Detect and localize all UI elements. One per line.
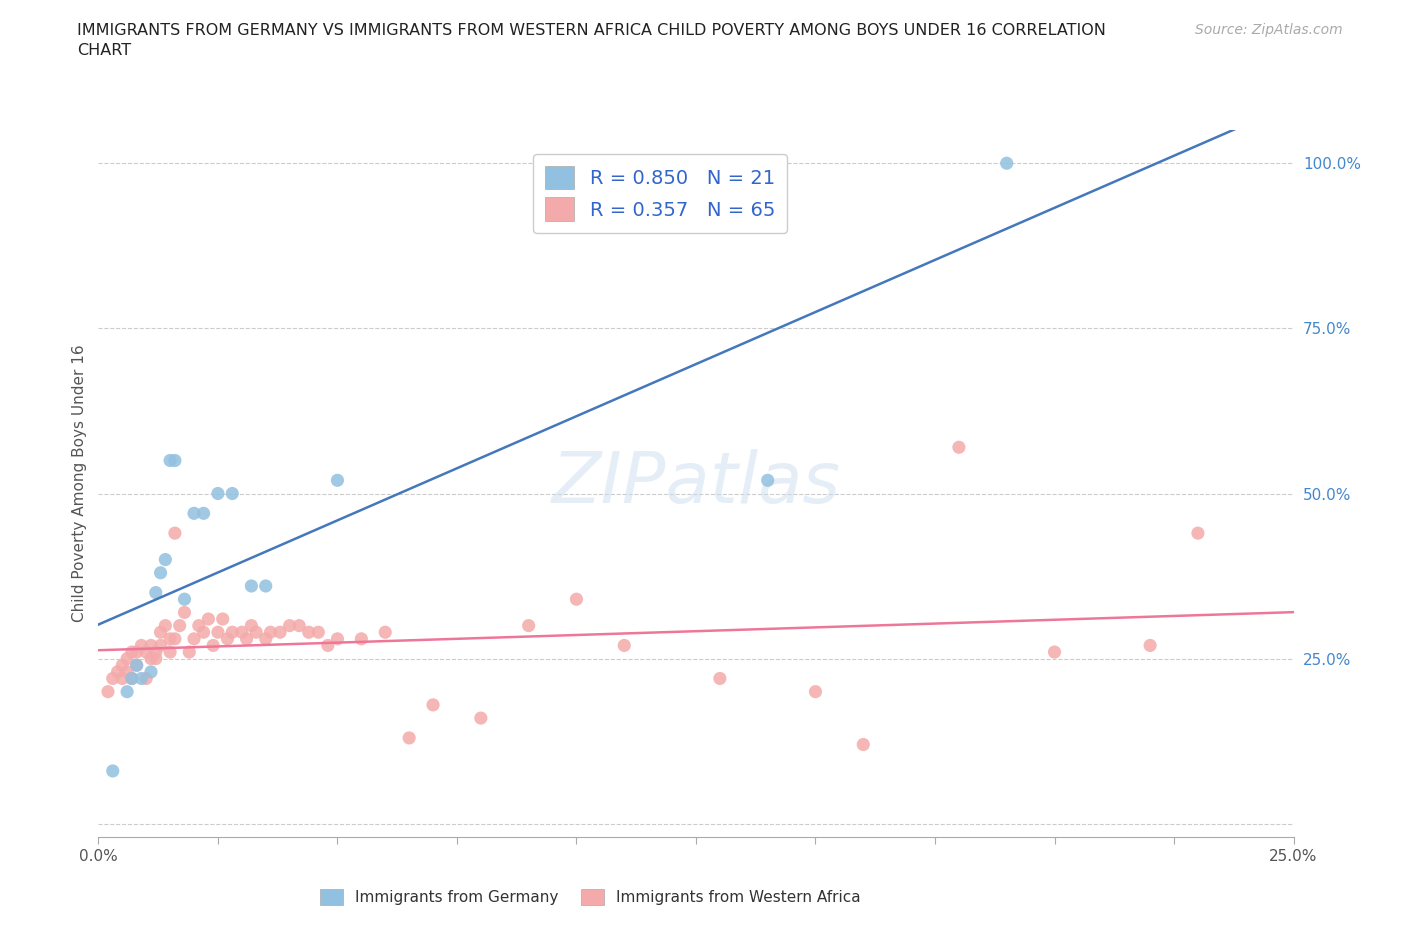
Point (1043, 644, 1066, 659)
Point (173, 605, 195, 620)
Point (159, 631, 181, 646)
Point (240, 578, 263, 593)
Point (240, 618, 263, 633)
Point (470, 711, 492, 725)
Point (756, 472, 779, 487)
Point (111, 671, 134, 686)
Point (131, 638, 153, 653)
Point (254, 578, 277, 593)
Point (135, 644, 157, 659)
Point (211, 612, 233, 627)
Point (163, 525, 186, 540)
Point (326, 472, 349, 487)
Point (235, 631, 257, 646)
Point (197, 612, 219, 627)
Point (163, 631, 186, 646)
Point (231, 625, 253, 640)
Point (183, 506, 205, 521)
Point (169, 618, 191, 633)
Y-axis label: Child Poverty Among Boys Under 16: Child Poverty Among Boys Under 16 (72, 345, 87, 622)
Point (145, 644, 167, 659)
Point (145, 585, 167, 600)
Point (163, 453, 186, 468)
Legend: Immigrants from Germany, Immigrants from Western Africa: Immigrants from Germany, Immigrants from… (314, 883, 868, 911)
Point (139, 638, 162, 653)
Point (101, 671, 124, 686)
Point (307, 625, 329, 640)
Point (173, 591, 195, 606)
Point (149, 625, 172, 640)
Point (159, 453, 181, 468)
Point (804, 684, 827, 699)
Point (316, 638, 339, 653)
Point (159, 644, 181, 659)
Point (398, 730, 420, 745)
Point (179, 644, 201, 659)
Point (193, 506, 215, 521)
Point (111, 658, 134, 672)
Point (193, 625, 215, 640)
Point (221, 486, 243, 501)
Point (202, 638, 225, 653)
Point (183, 631, 205, 646)
Point (245, 625, 267, 640)
Point (278, 618, 301, 633)
Text: Source: ZipAtlas.com: Source: ZipAtlas.com (1195, 23, 1343, 37)
Point (288, 618, 311, 633)
Point (145, 651, 167, 666)
Point (121, 644, 143, 659)
Point (709, 671, 731, 686)
Point (217, 631, 239, 646)
Legend: R = 0.850   N = 21, R = 0.357   N = 65: R = 0.850 N = 21, R = 0.357 N = 65 (533, 154, 787, 232)
Point (97, 684, 120, 699)
Point (135, 671, 157, 686)
Point (115, 651, 138, 666)
Point (101, 764, 124, 778)
Point (121, 671, 143, 686)
Point (269, 625, 291, 640)
Point (115, 664, 138, 679)
Text: IMMIGRANTS FROM GERMANY VS IMMIGRANTS FROM WESTERN AFRICA CHILD POVERTY AMONG BO: IMMIGRANTS FROM GERMANY VS IMMIGRANTS FR… (77, 23, 1107, 58)
Point (187, 618, 209, 633)
Point (374, 625, 396, 640)
Point (125, 658, 148, 672)
Point (207, 625, 229, 640)
Point (995, 156, 1018, 171)
Point (259, 625, 281, 640)
Point (149, 565, 172, 580)
Point (155, 552, 177, 567)
Point (613, 638, 636, 653)
Point (254, 631, 277, 646)
Text: ZIPatlas: ZIPatlas (551, 449, 841, 518)
Point (948, 440, 970, 455)
Point (125, 658, 148, 672)
Point (115, 684, 138, 699)
Point (298, 625, 321, 640)
Point (517, 618, 540, 633)
Point (139, 664, 162, 679)
Point (155, 618, 177, 633)
Point (149, 638, 172, 653)
Point (326, 631, 349, 646)
Point (1139, 638, 1161, 653)
Point (422, 698, 444, 712)
Point (565, 591, 588, 606)
Point (131, 671, 153, 686)
Point (221, 625, 243, 640)
Point (207, 486, 229, 501)
Point (350, 631, 373, 646)
Point (1187, 525, 1209, 540)
Point (121, 671, 143, 686)
Point (139, 651, 162, 666)
Point (125, 644, 148, 659)
Point (852, 737, 875, 752)
Point (107, 664, 129, 679)
